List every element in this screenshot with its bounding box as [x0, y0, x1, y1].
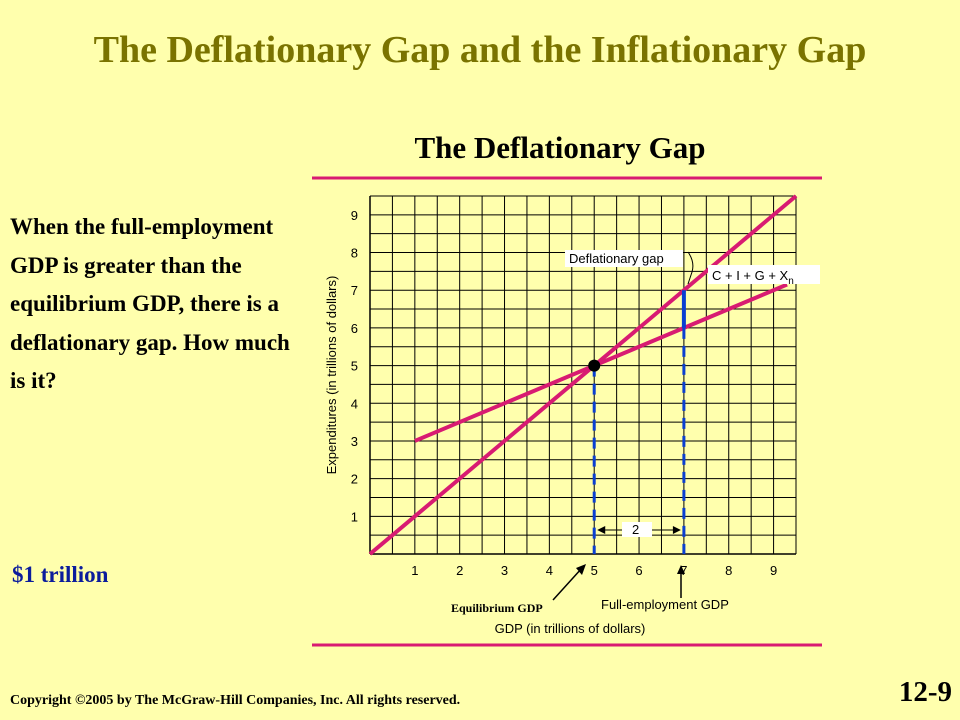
series-label-box [708, 265, 820, 284]
x-tick-label: 5 [591, 563, 598, 578]
equilibrium-label: Equilibrium GDP [451, 601, 543, 615]
full-employment-label: Full-employment GDP [601, 597, 729, 612]
full-employment-arrowhead [677, 565, 685, 574]
x-tick-label: 6 [635, 563, 642, 578]
y-tick-label: 4 [351, 396, 358, 411]
aggregate-expenditure-line [414, 282, 788, 443]
y-tick-label: 1 [351, 509, 358, 524]
y-tick-label: 9 [351, 208, 358, 223]
series-label: C + I + G + Xn [712, 268, 794, 287]
question-text: When the full-employment GDP is greater … [10, 214, 290, 393]
distance-arrowhead-right [672, 526, 681, 534]
chart-title: The Deflationary Gap [414, 130, 706, 165]
gap-label: Deflationary gap [569, 251, 664, 266]
x-tick-label: 2 [456, 563, 463, 578]
x-tick-label: 9 [770, 563, 777, 578]
gap-label-box [565, 250, 683, 267]
slide-number: 12-9 [898, 676, 952, 708]
x-tick-label: 8 [725, 563, 732, 578]
y-tick-label: 2 [351, 472, 358, 487]
slide-title: The Deflationary Gap and the Inflationar… [93, 29, 867, 71]
y-axis-label: Expenditures (in trillions of dollars) [324, 276, 339, 475]
y-tick-label: 6 [351, 321, 358, 336]
answer-text: $1 trillion [12, 562, 109, 587]
gap-label-bracket [687, 251, 694, 285]
distance-label-box [622, 522, 652, 537]
x-tick-label: 1 [411, 563, 418, 578]
x-tick-label: 7 [680, 563, 687, 578]
equilibrium-point [588, 359, 601, 372]
distance-arrowhead-left [597, 526, 606, 534]
forty-five-degree-line [368, 194, 798, 556]
x-tick-label: 3 [501, 563, 508, 578]
distance-label: 2 [632, 522, 639, 537]
equilibrium-arrow [552, 567, 583, 601]
y-tick-label: 8 [351, 246, 358, 261]
y-tick-label: 7 [351, 283, 358, 298]
copyright-text: Copyright ©2005 by The McGraw-Hill Compa… [10, 693, 461, 708]
x-tick-label: 4 [546, 563, 553, 578]
y-tick-label: 5 [351, 359, 358, 374]
x-axis-label: GDP (in trillions of dollars) [495, 621, 646, 636]
equilibrium-arrowhead [576, 564, 586, 575]
y-tick-label: 3 [351, 434, 358, 449]
